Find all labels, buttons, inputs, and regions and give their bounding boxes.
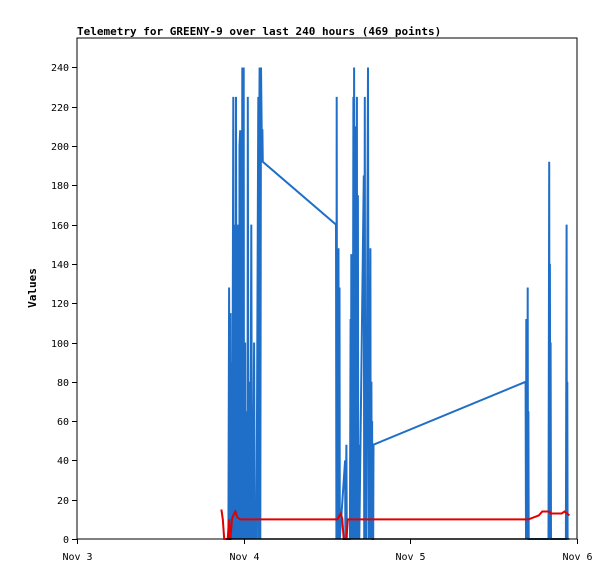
y-tick-label: 140 [51,260,69,271]
x-tick-label: Nov 6 [562,552,592,563]
series-line-blue [227,67,569,540]
x-tick-label: Nov 5 [395,552,425,563]
y-axis-label: Values [26,268,39,308]
x-tick-label: Nov 4 [229,552,259,563]
y-tick-label: 220 [51,103,69,114]
x-tick-label: Nov 3 [62,552,92,563]
y-tick-label: 60 [57,417,69,428]
chart-title: Telemetry for GREENY-9 over last 240 hou… [77,25,441,38]
y-tick-label: 100 [51,339,69,350]
y-tick-label: 0 [63,535,69,546]
y-tick-label: 20 [57,496,69,507]
y-tick-label: 160 [51,221,69,232]
y-tick-label: 200 [51,142,69,153]
y-tick-label: 180 [51,181,69,192]
plot-frame [76,37,578,540]
y-tick-label: 240 [51,63,69,74]
series-line-red [220,508,571,540]
y-tick-label: 40 [57,456,69,467]
y-tick-label: 120 [51,299,69,310]
y-tick-label: 80 [57,378,69,389]
plot-area: 0 20 40 60 80 100 120 140 160 180 200 220 240 Nov 3 No… [51,37,593,563]
